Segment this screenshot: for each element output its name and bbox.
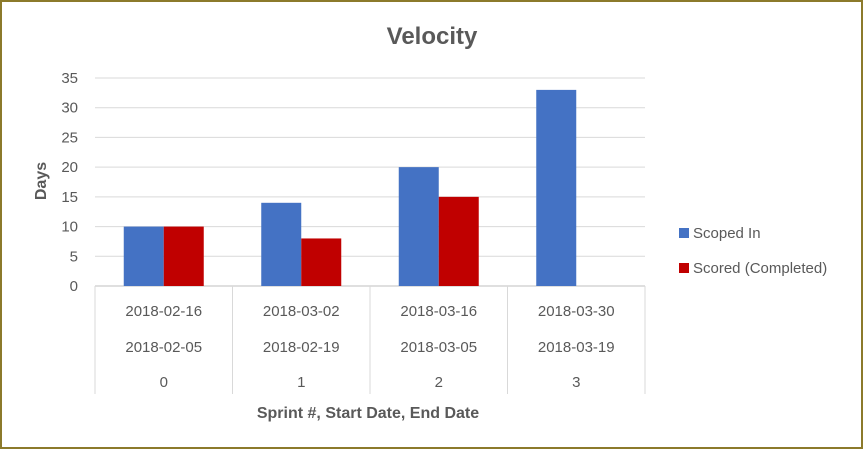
x-category-label-sprint: 2 <box>435 374 443 391</box>
y-tick-label: 10 <box>61 219 78 236</box>
x-category-label-start-date: 2018-03-19 <box>538 339 615 356</box>
x-category-label-end-date: 2018-03-02 <box>263 303 340 320</box>
bar-scoped-in-2 <box>398 167 439 286</box>
y-tick-label: 5 <box>70 248 78 265</box>
x-axis-categories: 2018-02-16 2018-03-02 2018-03-16 2018-03-30… <box>94 286 646 394</box>
legend: Scoped In Scored (Completed) <box>679 225 827 277</box>
bar-scored-completed-0 <box>163 226 204 286</box>
x-category-label-end-date: 2018-03-30 <box>538 303 615 320</box>
x-axis-label: Sprint #, Start Date, End Date <box>257 405 479 422</box>
bar-scored-completed-1 <box>301 238 342 286</box>
y-axis-ticks: 0 5 10 15 20 25 30 35 <box>61 70 78 295</box>
x-category-label-end-date: 2018-03-16 <box>400 303 477 320</box>
bar-scored-completed-2 <box>438 196 479 286</box>
y-tick-label: 15 <box>61 189 78 206</box>
y-tick-label: 25 <box>61 129 78 146</box>
x-category-label-sprint: 3 <box>572 374 580 391</box>
y-tick-label: 35 <box>61 70 78 87</box>
legend-swatch <box>679 263 689 273</box>
x-category-label-end-date: 2018-02-16 <box>125 303 202 320</box>
y-tick-label: 20 <box>61 159 78 176</box>
legend-label: Scoped In <box>693 225 761 242</box>
bar-scoped-in-1 <box>261 202 302 286</box>
legend-swatch <box>679 228 689 238</box>
y-tick-label: 0 <box>70 278 78 295</box>
bar-scoped-in-0 <box>123 226 164 286</box>
x-category-label-start-date: 2018-02-05 <box>125 339 202 356</box>
bar-scoped-in-3 <box>536 89 577 286</box>
chart-title: Velocity <box>387 23 478 50</box>
x-category-label-sprint: 0 <box>160 374 168 391</box>
x-category-label-start-date: 2018-02-19 <box>263 339 340 356</box>
x-category-label-sprint: 1 <box>297 374 305 391</box>
y-tick-label: 30 <box>61 100 78 117</box>
y-axis-label: Days <box>33 162 50 200</box>
legend-label: Scored (Completed) <box>693 260 827 277</box>
bars <box>123 89 577 286</box>
x-category-label-start-date: 2018-03-05 <box>400 339 477 356</box>
